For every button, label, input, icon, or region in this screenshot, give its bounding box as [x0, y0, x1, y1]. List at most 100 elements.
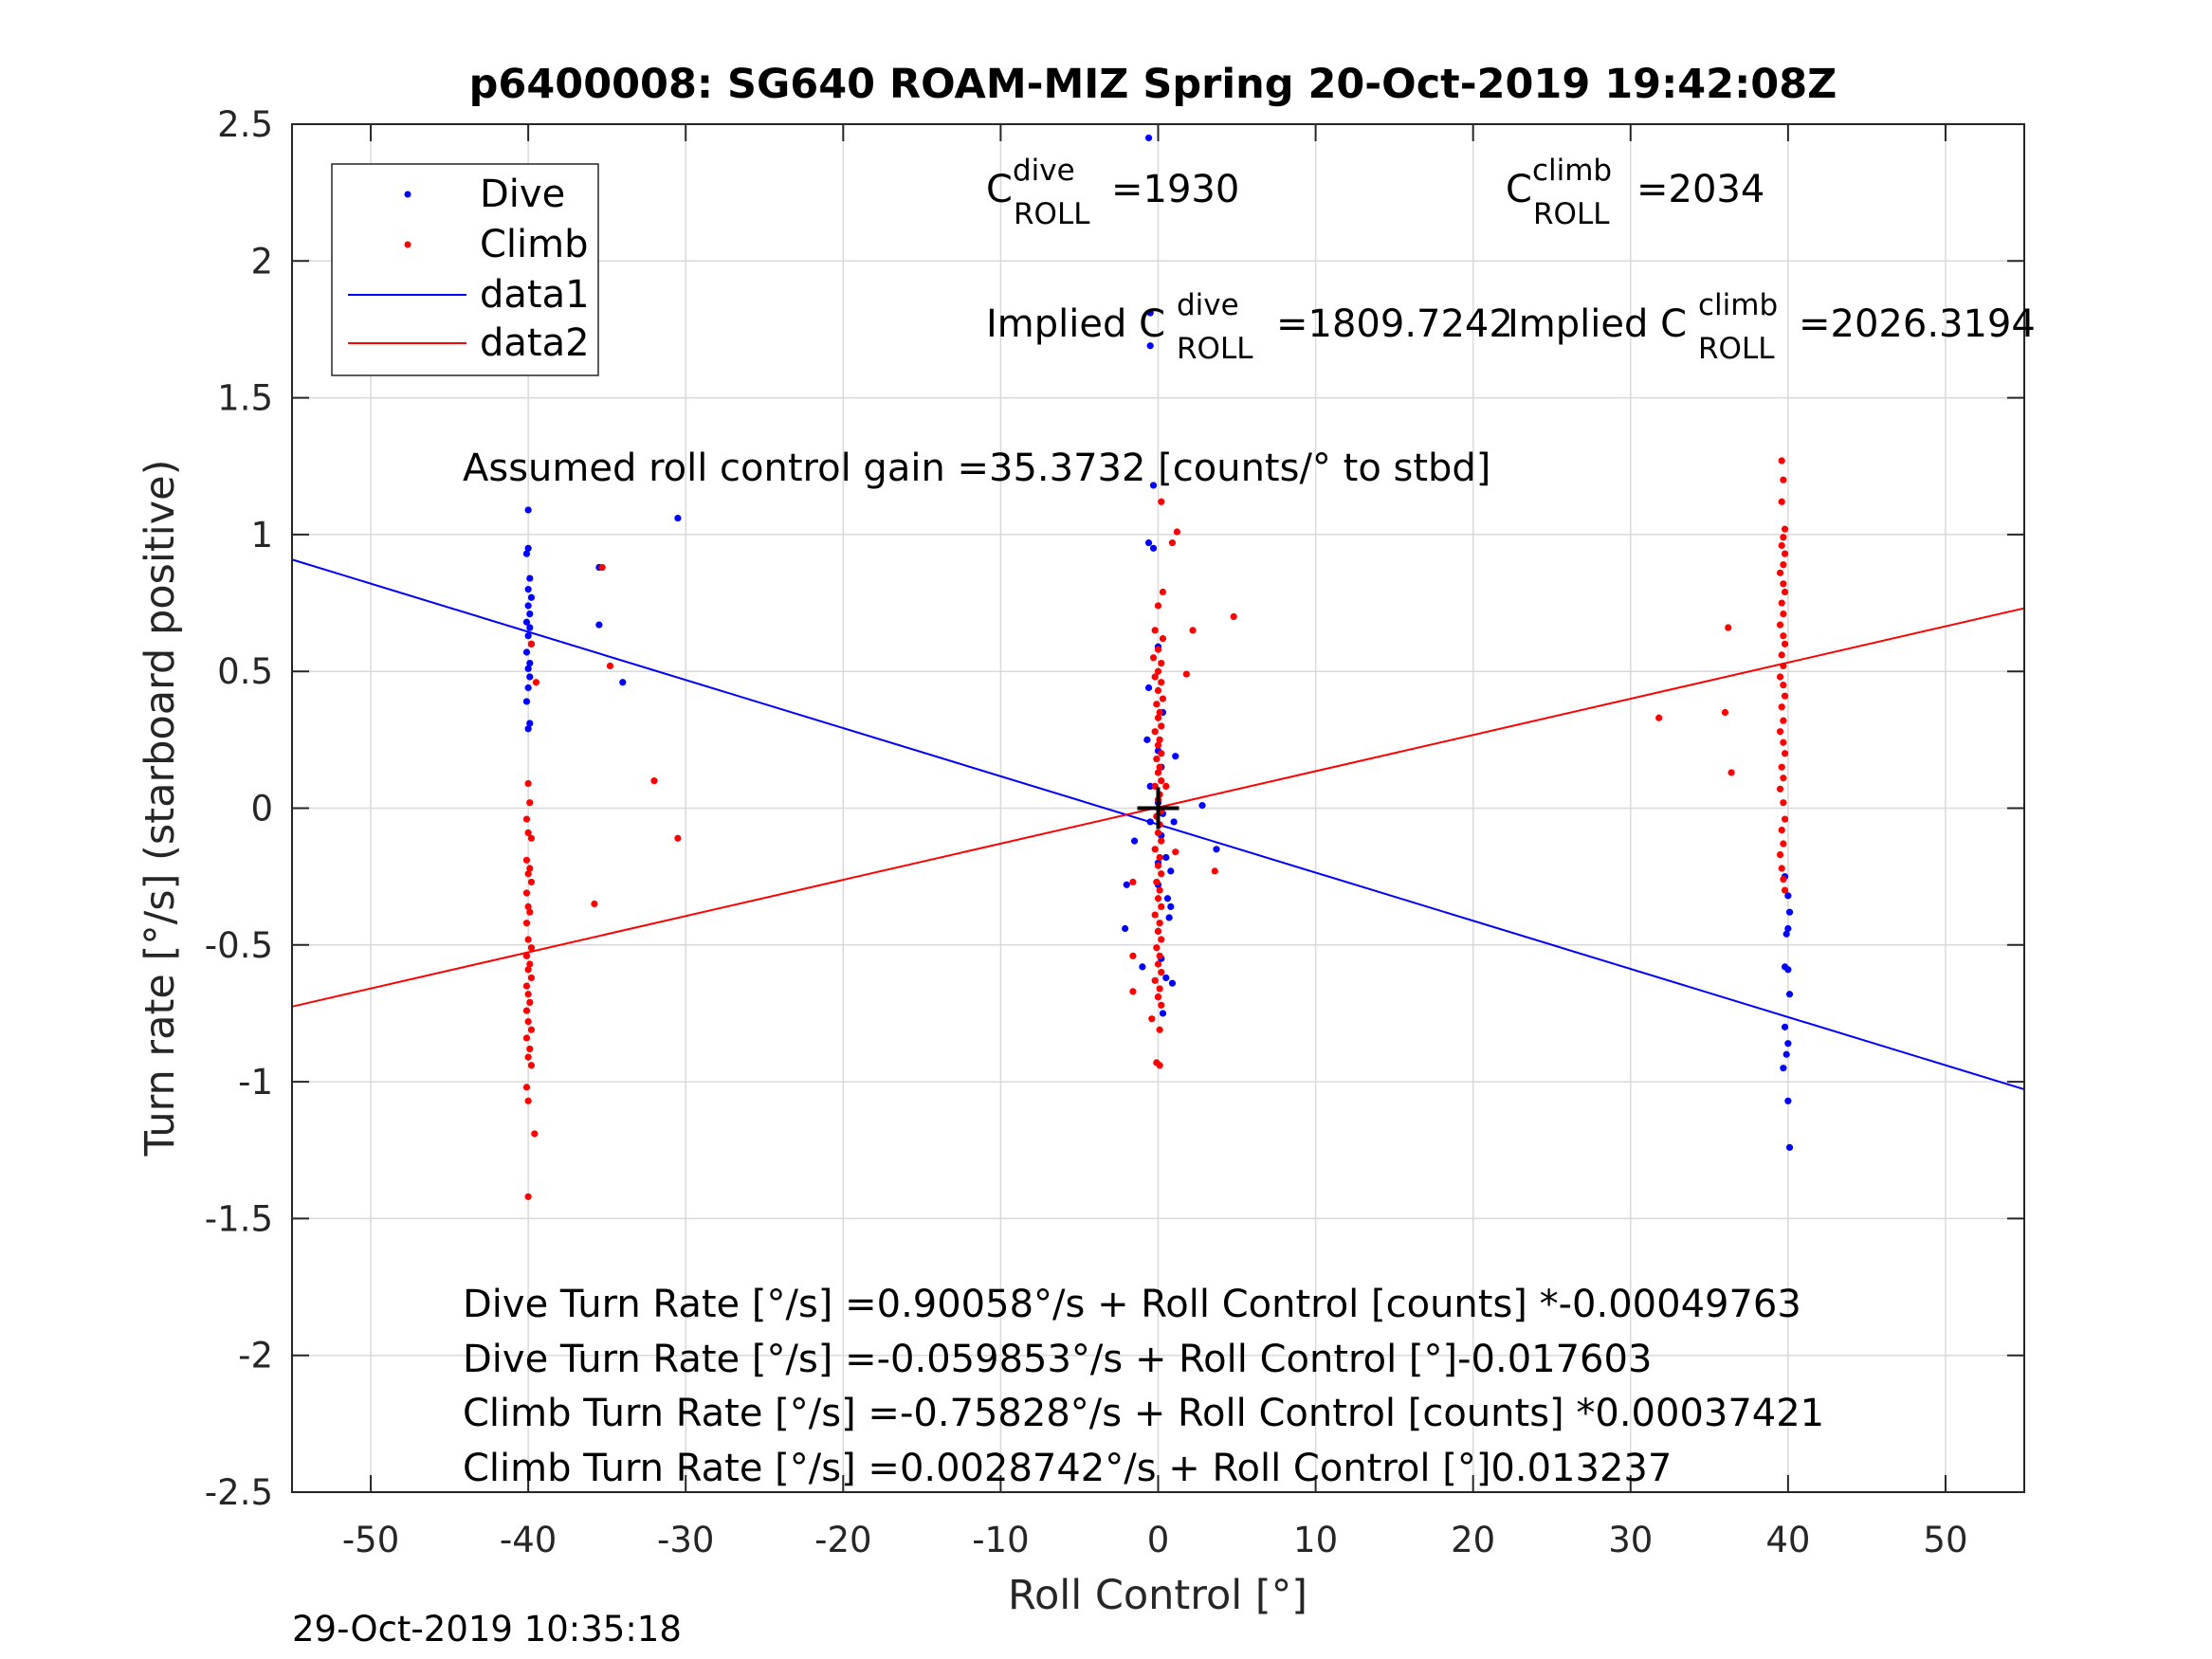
dive-point — [522, 648, 531, 656]
climb-point — [1780, 580, 1787, 588]
y-tick-label: 2.5 — [217, 104, 273, 145]
climb-point — [1156, 1062, 1163, 1069]
x-tick-label: 0 — [1147, 1520, 1170, 1560]
climb-point — [1154, 927, 1162, 935]
climb-point — [1159, 695, 1167, 702]
climb-equation-degrees: Climb Turn Rate [°/s] =0.0028742°/s + Ro… — [463, 1447, 1672, 1490]
legend-dive-marker — [404, 191, 411, 198]
dive-point — [1168, 979, 1177, 987]
climb-point — [524, 991, 532, 998]
climb-point — [524, 870, 532, 878]
dive-point — [1167, 867, 1175, 875]
dive-point — [526, 720, 534, 727]
climb-point — [1151, 976, 1159, 984]
x-tick-label: 10 — [1293, 1520, 1338, 1560]
climb-point — [674, 834, 682, 842]
climb-point — [1158, 936, 1165, 943]
dive-point — [1785, 991, 1794, 998]
climb-point — [527, 878, 536, 886]
legend-box — [331, 163, 599, 376]
climb-point — [1129, 878, 1137, 886]
x-tick-label: -40 — [500, 1520, 557, 1560]
dive-point — [1146, 782, 1154, 791]
dive-point — [522, 618, 531, 626]
dive-point — [1149, 544, 1158, 552]
dive-point — [1784, 892, 1792, 900]
legend: Dive Climb data1 data2 — [331, 163, 599, 376]
climb-point — [1778, 541, 1785, 550]
climb-point — [1780, 717, 1787, 724]
climb-point — [524, 966, 532, 974]
climb-point — [1781, 588, 1789, 596]
y-tick-label: -1.5 — [205, 1198, 273, 1239]
climb-point — [531, 1130, 539, 1138]
climb-point — [598, 563, 606, 572]
dive-point — [619, 679, 627, 686]
dive-equation-counts: Dive Turn Rate [°/s] =0.90058°/s + Roll … — [463, 1283, 1801, 1326]
dive-point — [522, 698, 531, 705]
x-tick-label: -20 — [814, 1520, 871, 1560]
dive-point — [1146, 342, 1154, 350]
climb-point — [1148, 1015, 1156, 1023]
climb-point — [527, 1026, 536, 1033]
climb-point — [1154, 741, 1162, 749]
dive-point — [524, 544, 532, 552]
climb-point — [524, 1193, 532, 1200]
climb-point — [1780, 840, 1787, 848]
climb-point — [1154, 895, 1162, 902]
dive-point — [1146, 818, 1154, 826]
climb-point — [526, 908, 534, 916]
climb-point — [1780, 534, 1787, 541]
x-tick-labels: -50 -40 -30 -20 -10 0 10 20 30 40 50 — [342, 1520, 1968, 1560]
dive-point — [526, 574, 534, 582]
dive-point — [1782, 930, 1790, 938]
dive-point — [674, 514, 682, 522]
climb-point — [1151, 911, 1159, 919]
climb-point — [1780, 682, 1787, 689]
climb-point — [606, 662, 614, 670]
dive-point — [1163, 895, 1172, 902]
roll-control-gain-annotation: Assumed roll control gain =35.3732 [coun… — [463, 447, 1490, 490]
climb-point — [522, 920, 531, 927]
climb-point — [1158, 870, 1165, 878]
climb-point — [532, 679, 540, 686]
climb-point — [1168, 538, 1177, 547]
climb-point — [1149, 654, 1158, 662]
dive-point — [1122, 924, 1129, 933]
y-tick-label: 1.5 — [217, 378, 273, 419]
climb-point — [527, 944, 536, 952]
dive-point — [1213, 846, 1220, 853]
legend-dive-label: Dive — [480, 173, 565, 216]
dive-point — [595, 621, 603, 629]
climb-point — [1153, 878, 1161, 886]
climb-point — [526, 865, 534, 872]
climb-point — [1151, 846, 1159, 853]
dive-point — [526, 659, 534, 667]
dive-point — [524, 725, 532, 733]
dive-point — [1159, 1010, 1167, 1017]
climb-point — [650, 777, 658, 785]
climb-point — [1781, 692, 1789, 700]
y-tick-label: 2 — [250, 241, 273, 282]
climb-point — [522, 889, 531, 897]
climb-point — [1153, 755, 1161, 763]
c-roll-dive-annotation: Cdive ROLL=1930 — [986, 154, 1239, 231]
climb-point — [527, 974, 536, 982]
climb-point — [1781, 525, 1789, 533]
climb-point — [1154, 646, 1162, 653]
dive-point — [1130, 837, 1139, 845]
dive-point — [1782, 1050, 1790, 1058]
axis-ticks — [292, 123, 2024, 1493]
climb-point — [1778, 651, 1785, 659]
climb-point — [1655, 714, 1663, 721]
climb-point — [1156, 736, 1163, 743]
dive-point — [1785, 908, 1794, 916]
climb-point — [1781, 640, 1789, 647]
climb-point — [1156, 985, 1163, 993]
dive-point — [1144, 134, 1153, 142]
climb-point — [1172, 848, 1179, 856]
climb-point — [1780, 610, 1787, 618]
climb-point — [1230, 612, 1237, 621]
